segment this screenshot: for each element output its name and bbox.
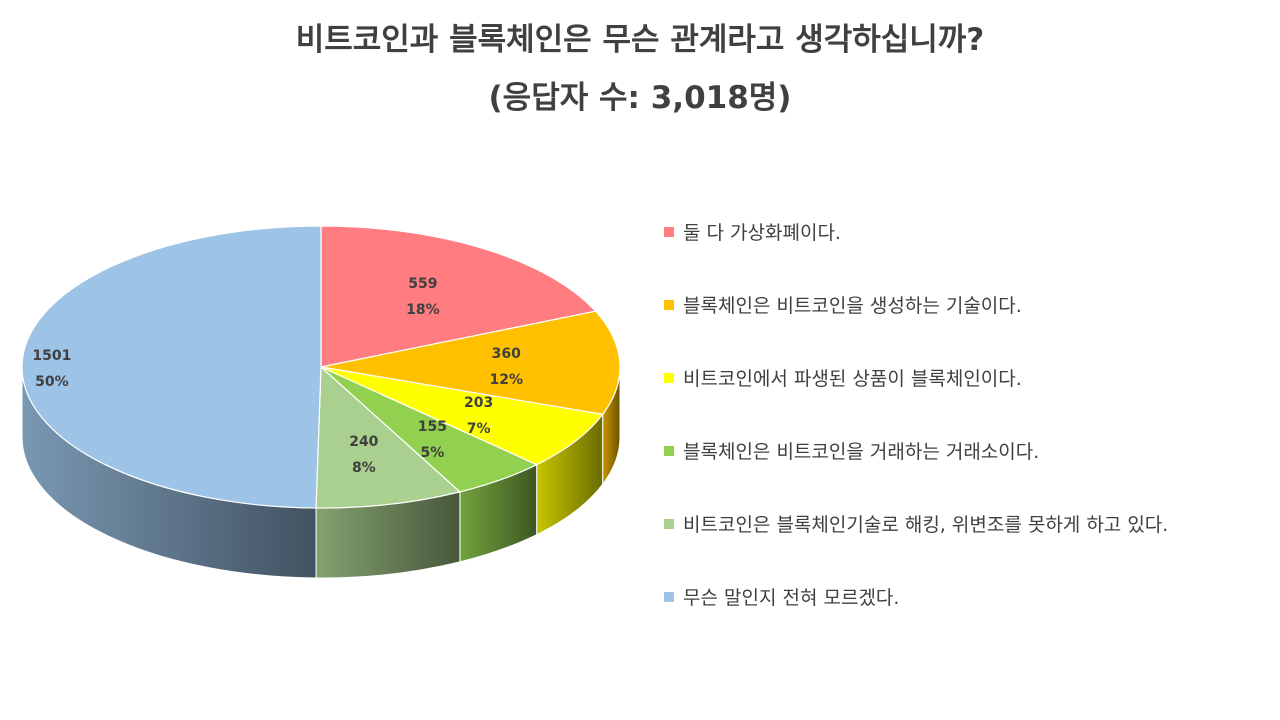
legend-swatch: [664, 446, 674, 456]
data-label-percent: 5%: [420, 445, 444, 461]
legend-item: 비트코인은 블록체인기술로 해킹, 위변조를 못하게 하고 있다.: [664, 510, 1168, 583]
data-label-value: 559: [408, 276, 437, 292]
data-label-percent: 7%: [467, 421, 491, 437]
data-label-value: 1501: [32, 348, 71, 364]
chart-legend: 둘 다 가상화폐이다. 블록체인은 비트코인을 생성하는 기술이다. 비트코인에서 …: [664, 218, 1168, 656]
pie-slice-2: [320, 366, 604, 466]
legend-swatch: [664, 519, 674, 529]
legend-label: 둘 다 가상화폐이다.: [683, 222, 841, 244]
chart-subtitle: (응답자 수: 3,018명): [488, 80, 792, 116]
data-label-percent: 8%: [352, 460, 376, 476]
legend-swatch: [664, 300, 674, 310]
legend-swatch: [664, 373, 674, 383]
legend-item: 둘 다 가상화폐이다.: [664, 218, 1168, 291]
legend-label: 비트코인은 블록체인기술로 해킹, 위변조를 못하게 하고 있다.: [683, 514, 1169, 536]
legend-label: 블록체인은 비트코인을 생성하는 기술이다.: [683, 295, 1022, 317]
pie-slice-4: [315, 365, 462, 509]
pie-slice-0: [320, 225, 597, 368]
data-label-percent: 50%: [35, 374, 69, 390]
data-label-value: 155: [418, 419, 447, 435]
legend-label: 비트코인에서 파생된 상품이 블록체인이다.: [683, 368, 1022, 390]
chart-title: 비트코인과 블록체인은 무슨 관계라고 생각하십니까?: [295, 22, 985, 58]
data-label-value: 360: [492, 346, 521, 362]
legend-item: 비트코인에서 파생된 상품이 블록체인이다.: [664, 364, 1168, 437]
legend-label: 무슨 말인지 전혀 모르겠다.: [683, 587, 900, 609]
legend-label: 블록체인은 비트코인을 거래하는 거래소이다.: [683, 441, 1040, 463]
legend-item: 무슨 말인지 전혀 모르겠다.: [664, 583, 1168, 656]
data-label-percent: 18%: [406, 302, 440, 318]
pie-slice-1: [320, 310, 621, 416]
legend-swatch: [664, 592, 674, 602]
data-label-percent: 12%: [490, 372, 524, 388]
legend-swatch: [664, 227, 674, 237]
data-label-value: 240: [349, 434, 378, 450]
pie-chart: 559 18% 360 12% 203 7% 155 5% 240 8% 1501 50%: [21, 225, 621, 579]
data-label-value: 203: [464, 395, 493, 411]
pie-slice-5: [21, 225, 322, 509]
legend-item: 블록체인은 비트코인을 생성하는 기술이다.: [664, 291, 1168, 364]
legend-item: 블록체인은 비트코인을 거래하는 거래소이다.: [664, 437, 1168, 510]
